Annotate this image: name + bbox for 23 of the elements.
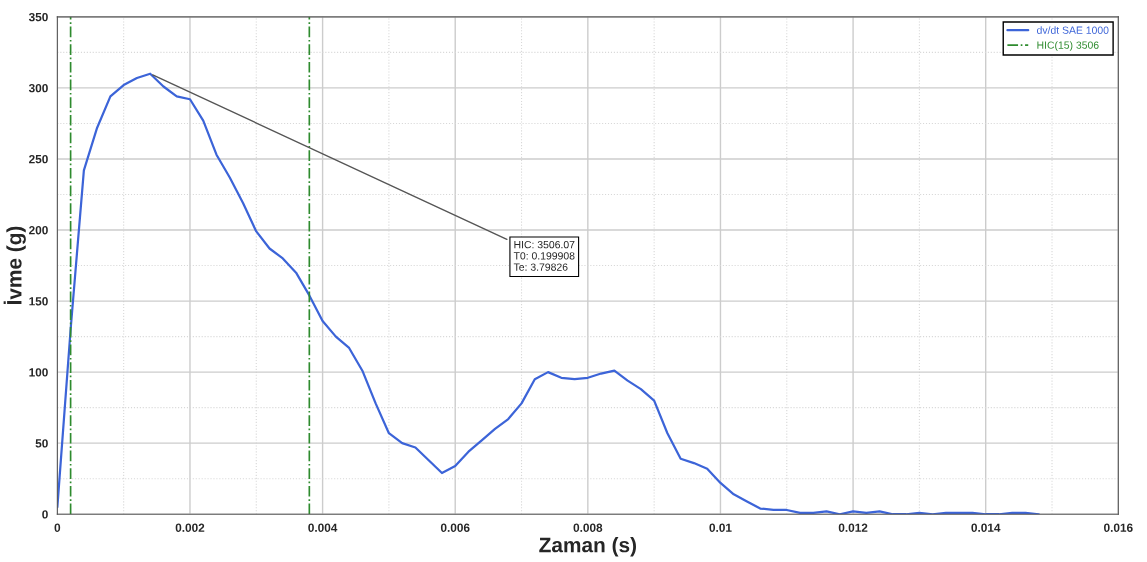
y-axis-title: İvme (g) <box>3 226 26 305</box>
x-tick-label: 0.01 <box>709 523 732 532</box>
x-tick-label: 0.014 <box>971 523 1001 532</box>
x-tick-label: 0 <box>54 523 61 532</box>
y-tick-label: 100 <box>29 368 48 377</box>
annotation: HIC: 3506.07 T0: 0.199908 Te: 3.79826 <box>513 240 575 271</box>
y-tick-label: 50 <box>35 439 48 448</box>
x-tick-label: 0.002 <box>175 523 205 532</box>
line-series <box>57 72 1040 515</box>
ref-line-label: HIC(15) 3506 <box>1037 41 1099 51</box>
x-tick-label: 0.006 <box>440 523 470 532</box>
y-tick-label: 150 <box>29 297 48 306</box>
y-tick-label: 300 <box>28 83 48 93</box>
x-tick-label: 0.012 <box>838 523 868 532</box>
y-tick-label: 200 <box>29 226 48 235</box>
y-tick-label: 250 <box>29 155 48 164</box>
x-tick-label: 0.016 <box>1104 523 1133 532</box>
y-tick-label: 350 <box>28 12 48 22</box>
y-tick-label: 0 <box>42 510 48 519</box>
x-tick-label: 0.004 <box>308 523 338 532</box>
x-tick-label: 0.008 <box>573 523 603 532</box>
legend-label: dv/dt SAE 1000 <box>1037 26 1109 34</box>
x-axis-title: Zaman (s) <box>539 537 636 557</box>
